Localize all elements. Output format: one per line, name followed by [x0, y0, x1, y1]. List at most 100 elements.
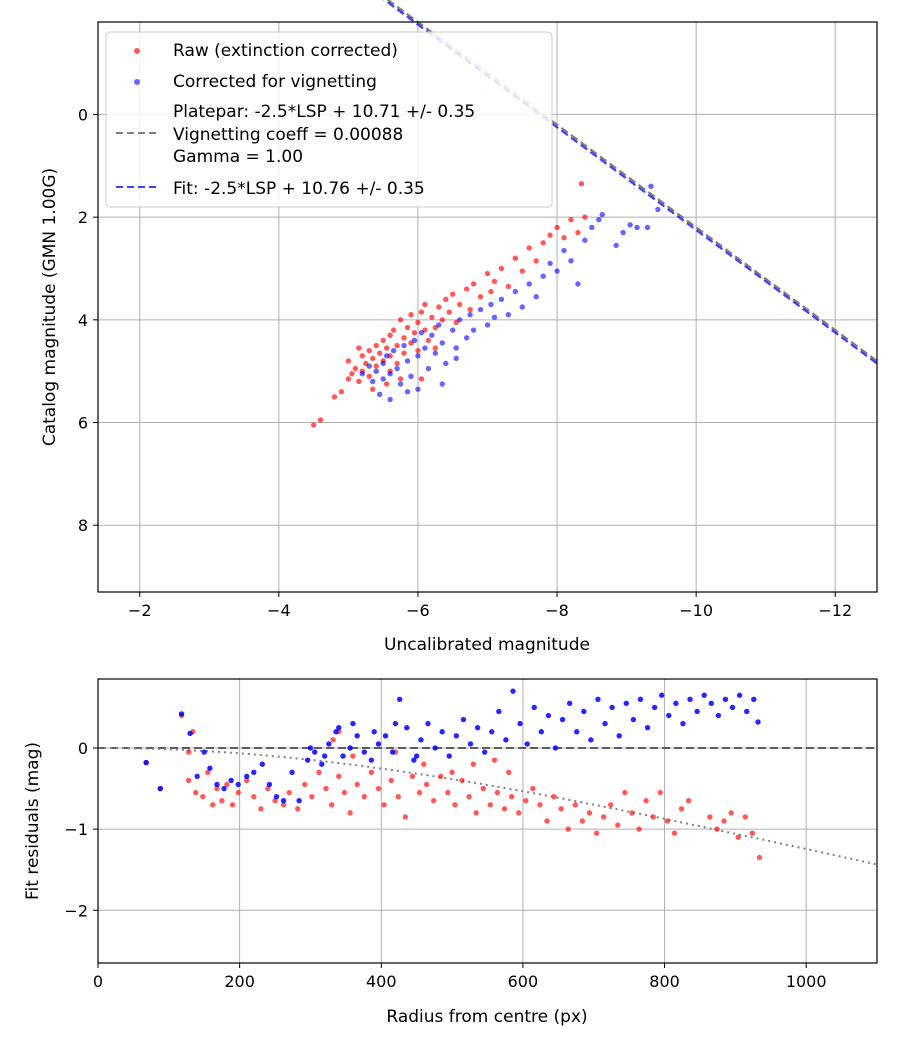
top-corrected-point	[547, 260, 553, 267]
bottom-raw-point	[643, 798, 649, 804]
bottom-raw-point	[558, 806, 564, 812]
bottom-raw-point	[185, 749, 192, 755]
bottom-raw-point	[430, 798, 437, 804]
top-raw-point	[512, 255, 519, 261]
top-corrected-point	[505, 312, 512, 318]
bottom-vignetting-curve	[98, 747, 878, 866]
bottom-x-ticks: 0 200 400 600 800 1000	[93, 963, 827, 991]
bottom-corrected-point	[347, 745, 353, 751]
bottom-corrected-point	[559, 716, 566, 723]
bottom-x-tick-label: 400	[366, 972, 397, 991]
top-corrected-point	[418, 329, 425, 336]
bottom-raw-point	[354, 781, 360, 788]
bottom-raw-point	[423, 781, 430, 788]
top-raw-point	[366, 373, 372, 380]
bottom-raw-point	[707, 814, 713, 820]
bottom-raw-point	[361, 793, 367, 800]
top-raw-point	[387, 332, 393, 338]
bottom-raw-point	[316, 769, 322, 776]
bottom-raw-point	[473, 810, 479, 816]
top-raw-point	[561, 234, 567, 241]
bottom-raw-point	[537, 802, 543, 808]
top-corrected-point	[554, 268, 560, 274]
top-corrected-point	[526, 281, 532, 287]
top-corrected-point	[404, 389, 411, 395]
top-corrected-point	[644, 224, 651, 231]
top-corrected-point	[415, 353, 421, 359]
top-corrected-point	[443, 360, 449, 367]
top-corrected-point	[380, 360, 386, 367]
bottom-corrected-point	[496, 708, 502, 715]
legend-corrected-marker	[134, 79, 140, 85]
bottom-corrected-point	[460, 716, 467, 723]
bottom-y-tick-label: 0	[78, 739, 88, 758]
bottom-corrected-point	[354, 733, 360, 739]
top-raw-point	[317, 417, 324, 423]
top-corrected-point	[397, 381, 404, 387]
top-corrected-point	[484, 322, 491, 328]
bottom-corrected-point	[289, 769, 295, 776]
bottom-raw-point	[219, 798, 225, 804]
top-plot-frame	[97, 21, 878, 593]
top-raw-point	[443, 296, 449, 302]
bottom-raw-point	[375, 785, 382, 792]
top-corrected-point	[359, 371, 366, 377]
bottom-raw-point	[416, 789, 423, 796]
bottom-raw-point	[438, 773, 444, 780]
legend-vignetting-label: Vignetting coeff = 0.00088	[173, 125, 403, 145]
top-raw-point	[383, 345, 390, 351]
bottom-raw-point	[347, 810, 353, 816]
bottom-raw-point	[530, 785, 536, 792]
bottom-raw-point	[615, 822, 621, 828]
top-raw-point	[498, 265, 505, 272]
top-raw-point	[450, 291, 456, 297]
bottom-corrected-point	[524, 741, 530, 747]
legend-box	[105, 31, 553, 208]
top-raw-point	[568, 217, 574, 223]
top-raw-point	[418, 309, 425, 315]
bottom-raw-point	[295, 806, 301, 812]
bottom-raw-point	[251, 793, 257, 800]
top-raw-point	[519, 268, 525, 274]
bottom-corrected-point	[552, 745, 559, 751]
bottom-raw-point	[494, 789, 501, 796]
bottom-raw-point	[466, 793, 472, 800]
bottom-corrected-point	[235, 781, 241, 788]
top-corrected-point	[613, 242, 619, 249]
bottom-raw-point	[381, 802, 387, 808]
bottom-corrected-point	[510, 688, 516, 694]
top-corrected-point	[432, 350, 439, 356]
top-corrected-point	[467, 312, 473, 318]
bottom-raw-point	[214, 785, 220, 792]
bottom-raw-point	[200, 793, 206, 800]
top-data-points	[310, 181, 661, 428]
top-raw-point	[373, 363, 379, 369]
bottom-corrected-point	[340, 753, 346, 759]
top-raw-point	[415, 347, 421, 354]
bottom-raw-point	[336, 773, 342, 780]
bottom-corrected-point	[280, 798, 287, 804]
bottom-raw-point	[678, 806, 685, 812]
legend-corrected-label: Corrected for vignetting	[173, 72, 377, 92]
top-x-tick-label: −12	[818, 601, 852, 620]
bottom-corrected-point	[581, 708, 587, 715]
top-raw-point	[484, 270, 491, 277]
top-x-tick-label: −10	[679, 601, 713, 620]
bottom-corrected-point	[531, 704, 537, 711]
bottom-corrected-point	[326, 741, 332, 747]
bottom-corrected-point	[418, 737, 424, 743]
bottom-corrected-point	[701, 692, 707, 698]
bottom-raw-point	[636, 826, 642, 832]
bottom-raw-point	[572, 802, 579, 808]
top-raw-point	[380, 337, 386, 344]
bottom-corrected-point	[644, 724, 651, 731]
bottom-corrected-point	[673, 700, 679, 707]
top-raw-point	[547, 232, 553, 238]
bottom-corrected-point	[201, 749, 207, 755]
top-raw-point	[491, 278, 498, 285]
bottom-corrected-point	[538, 729, 545, 735]
bottom-corrected-point	[228, 777, 234, 784]
bottom-raw-point	[657, 789, 663, 796]
bottom-raw-point	[402, 814, 409, 820]
bottom-raw-point	[272, 798, 278, 804]
